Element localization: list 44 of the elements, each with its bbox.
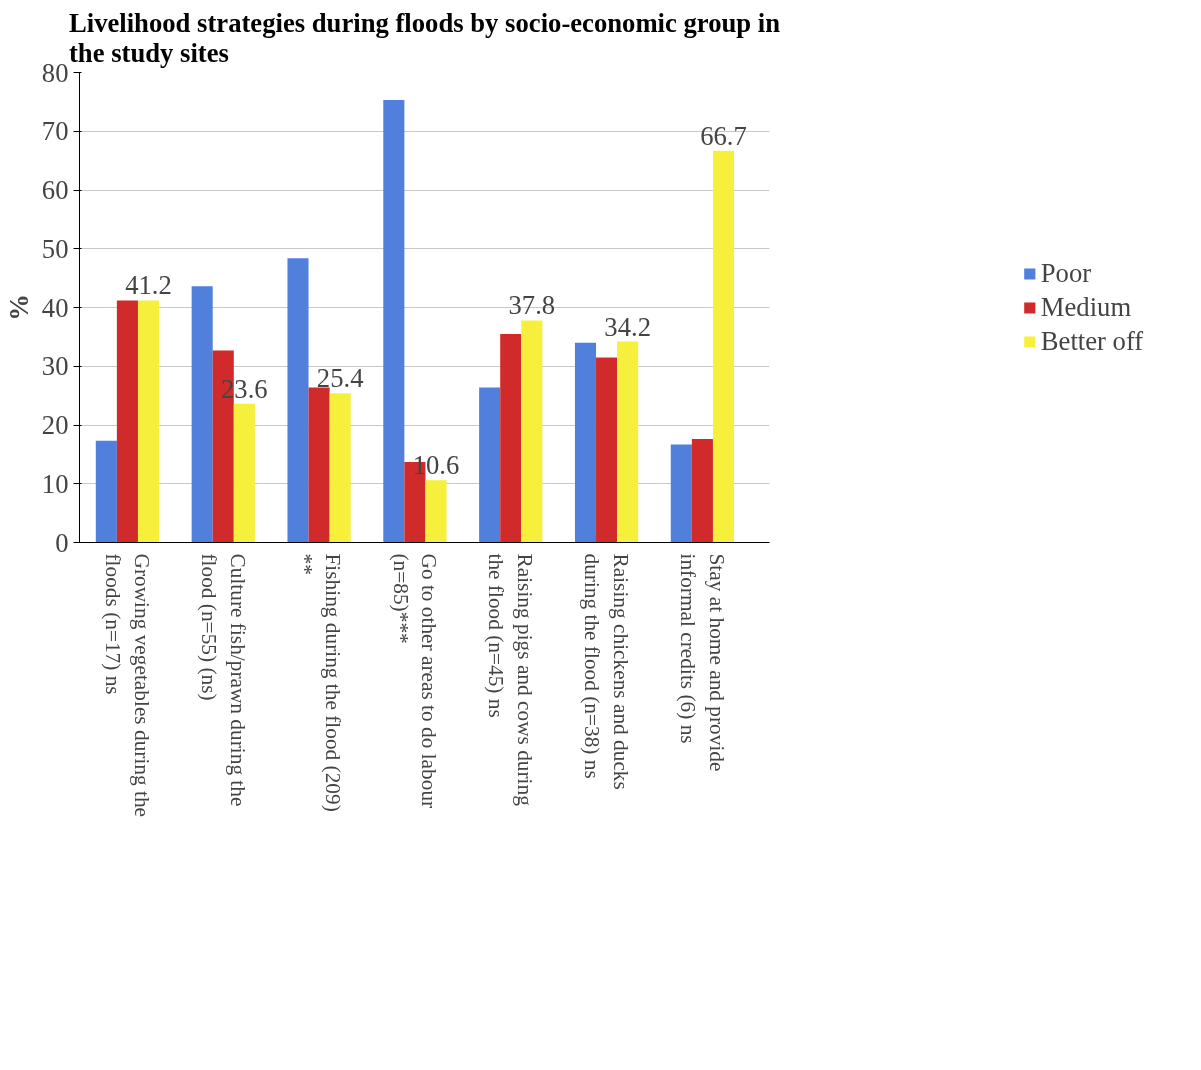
bar [479, 387, 501, 543]
x-tick-label: Growing vegetables during the floods (n=17) ns [101, 553, 154, 818]
x-tick-label: Raising pigs and cows during the flood (n=45) ns [484, 553, 538, 807]
data-label: 10.6 [412, 450, 460, 481]
bar [500, 333, 522, 543]
x-tick-label: Culture fish/prawn during the flood (n=55) (ns) [196, 553, 250, 807]
bar [116, 300, 138, 543]
data-label: 37.8 [508, 290, 556, 321]
data-label: 41.2 [125, 270, 172, 301]
bar [691, 439, 713, 543]
y-tick-label: 70 [41, 116, 69, 147]
y-tick-label: 50 [41, 233, 69, 264]
data-label: 25.4 [316, 363, 364, 394]
bar [137, 300, 160, 543]
y-tick-label: 10 [41, 468, 69, 499]
bar [233, 403, 255, 543]
bar [329, 393, 351, 543]
legend-label: Better off [1040, 325, 1144, 357]
bar [521, 320, 543, 543]
legend-label: Medium [1040, 291, 1132, 323]
bar [287, 258, 309, 543]
y-tick-label: 30 [41, 351, 69, 382]
x-tick-label: Go to other areas to do labour (n=85)*** [388, 553, 442, 809]
y-tick-label: 0 [55, 527, 69, 558]
bar [308, 387, 330, 543]
y-tick-label: 40 [41, 292, 69, 323]
bar [712, 150, 735, 543]
bar [383, 100, 405, 543]
x-tick-label: Fishing during the flood (209) ** [292, 553, 346, 812]
bar [425, 480, 447, 543]
bar [617, 341, 639, 543]
y-tick-label: 20 [41, 410, 69, 440]
legend-label: Poor [1040, 257, 1092, 289]
bar [191, 286, 213, 543]
bar [670, 444, 692, 543]
bar [596, 357, 618, 543]
y-tick-label: 80 [41, 57, 69, 88]
y-axis-title: % [3, 294, 34, 321]
y-tick-label: 60 [41, 175, 69, 205]
data-label: 66.7 [700, 120, 747, 151]
bar [95, 440, 117, 543]
chart-title: Livelihood strategies during floods by socio-economic group in the study sites [68, 7, 781, 68]
bar [574, 342, 597, 543]
data-label: 34.2 [604, 311, 651, 342]
